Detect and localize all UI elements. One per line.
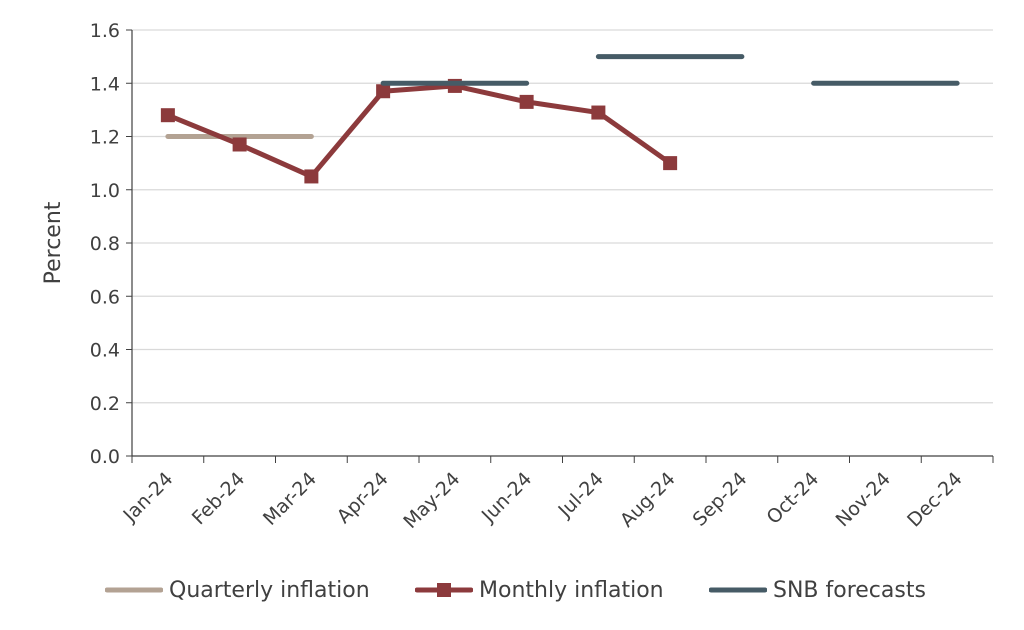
legend: Quarterly inflation Monthly inflation SN… bbox=[0, 570, 1024, 610]
x-tick-label: Jun-24 bbox=[477, 468, 536, 527]
x-tick-label: Jul-24 bbox=[553, 468, 607, 522]
legend-item-snb: SNB forecasts bbox=[709, 570, 926, 610]
legend-swatch-monthly bbox=[415, 583, 473, 597]
series-line bbox=[166, 83, 672, 179]
y-tick-label: 1.0 bbox=[90, 180, 120, 202]
legend-label-snb: SNB forecasts bbox=[773, 577, 926, 603]
x-tick-labels: Jan-24 Feb-24 Mar-24 Apr-24 May-24 Jun-24 Jul-… bbox=[118, 468, 966, 533]
x-tick-label: Nov-24 bbox=[832, 468, 895, 531]
y-tick-label: 0.4 bbox=[90, 340, 120, 362]
x-tick-label: Aug-24 bbox=[616, 468, 680, 532]
y-tick-label: 0.6 bbox=[90, 286, 120, 308]
x-tick-label: Mar-24 bbox=[259, 468, 321, 530]
legend-item-quarterly: Quarterly inflation bbox=[105, 570, 370, 610]
series-2 bbox=[380, 54, 960, 86]
legend-swatch-quarterly bbox=[105, 587, 163, 593]
y-tick-label: 1.2 bbox=[90, 127, 120, 149]
x-tick-label: May-24 bbox=[399, 468, 464, 533]
data-point bbox=[160, 108, 175, 123]
x-tick-label: Dec-24 bbox=[903, 468, 967, 532]
data-point bbox=[232, 137, 247, 152]
legend-label-monthly: Monthly inflation bbox=[479, 577, 664, 603]
x-tick-label: Apr-24 bbox=[333, 468, 393, 528]
legend-swatch-snb bbox=[709, 587, 767, 593]
data-point bbox=[304, 169, 319, 184]
gridlines bbox=[132, 29, 993, 404]
series-1 bbox=[160, 78, 678, 184]
data-point bbox=[376, 84, 391, 99]
x-tick-label: Feb-24 bbox=[188, 468, 249, 529]
data-point bbox=[591, 105, 606, 120]
y-tick-labels: 0.0 0.2 0.4 0.6 0.8 1.0 1.2 1.4 1.6 bbox=[90, 20, 120, 468]
y-axis-title: Percent bbox=[41, 201, 66, 284]
data-point bbox=[519, 94, 534, 109]
x-tick-label: Oct-24 bbox=[762, 468, 823, 529]
axes bbox=[126, 29, 994, 463]
y-tick-label: 0.8 bbox=[90, 233, 120, 255]
y-tick-label: 0.0 bbox=[90, 446, 120, 468]
y-tick-label: 1.6 bbox=[90, 20, 120, 42]
y-tick-label: 1.4 bbox=[90, 73, 120, 95]
legend-label-quarterly: Quarterly inflation bbox=[169, 577, 370, 603]
legend-item-monthly: Monthly inflation bbox=[415, 570, 664, 610]
line-chart: 0.0 0.2 0.4 0.6 0.8 1.0 1.2 1.4 1.6 Jan-24 Feb-24… bbox=[41, 20, 994, 533]
data-point bbox=[663, 156, 678, 171]
y-tick-label: 0.2 bbox=[90, 393, 120, 415]
x-tick-label: Sep-24 bbox=[689, 468, 752, 531]
x-tick-label: Jan-24 bbox=[118, 468, 177, 527]
series-layer bbox=[160, 54, 960, 184]
